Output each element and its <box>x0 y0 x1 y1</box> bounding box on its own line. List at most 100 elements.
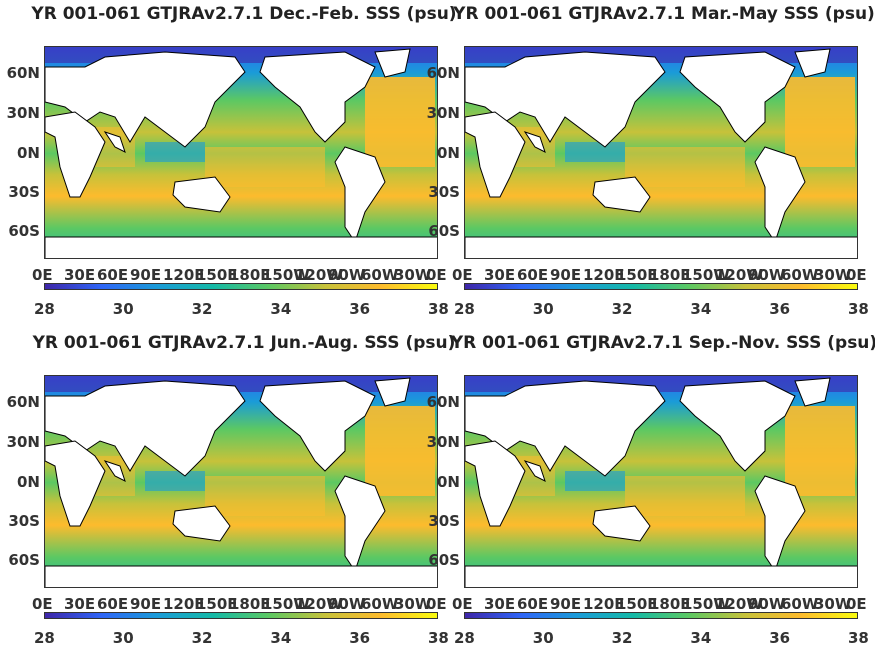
lat-tick-label: 60S <box>8 222 40 240</box>
lon-tick-label: 180E <box>649 266 691 284</box>
lon-tick-label: 60E <box>517 595 549 613</box>
colorbar-tick-label: 28 <box>34 629 55 647</box>
australia <box>592 176 651 213</box>
colorbar-tick-label: 32 <box>611 300 633 318</box>
colorbar-tick-label: 28 <box>454 300 475 318</box>
land <box>45 377 437 587</box>
colorbar-tick-label: 36 <box>769 300 791 318</box>
lon-tick-label: 30W <box>394 266 432 284</box>
colorbar-tick-label: 30 <box>112 629 134 647</box>
indo-pacific-fresh <box>565 471 625 491</box>
lon-tick-label: 90W <box>748 266 786 284</box>
colorbar-tick-label: 28 <box>454 629 475 647</box>
lon-tick-label: 0E <box>846 595 867 613</box>
lon-tick-label: 150E <box>616 266 658 284</box>
pacific-high-salinity <box>205 147 325 187</box>
lon-tick-label: 120W <box>715 595 763 613</box>
lon-tick-label: 90W <box>328 266 366 284</box>
lon-tick-label: 150W <box>262 595 310 613</box>
india <box>523 460 546 482</box>
lon-tick-label: 60W <box>781 595 819 613</box>
lon-tick-label: 90W <box>748 595 786 613</box>
lon-tick-label: 120W <box>295 595 343 613</box>
lon-tick-label: 150E <box>616 595 658 613</box>
antarctica <box>465 565 857 587</box>
lon-tick-label: 150E <box>196 266 238 284</box>
colorbar <box>44 612 438 619</box>
lon-tick-label: 0E <box>32 595 53 613</box>
australia <box>172 176 231 213</box>
lon-tick-label: 60E <box>517 266 549 284</box>
lat-tick-label: 60S <box>428 222 460 240</box>
lon-tick-label: 30W <box>394 595 432 613</box>
atlantic-high-salinity <box>365 406 435 496</box>
lon-tick-label: 30E <box>64 595 96 613</box>
africa <box>45 111 106 198</box>
sss-map-svg <box>465 47 857 258</box>
lat-tick-label: 30S <box>8 183 40 201</box>
north-america <box>259 51 376 143</box>
atlantic-high-salinity <box>785 77 855 167</box>
map-frame <box>44 46 438 259</box>
australia <box>172 505 231 542</box>
lon-tick-label: 180E <box>229 266 271 284</box>
lon-tick-label: 0E <box>846 266 867 284</box>
lon-tick-label: 150W <box>262 266 310 284</box>
lon-tick-label: 60W <box>361 595 399 613</box>
lon-tick-label: 90E <box>130 595 162 613</box>
australia <box>592 505 651 542</box>
lon-tick-label: 120E <box>583 266 625 284</box>
lon-tick-label: 30W <box>814 266 852 284</box>
lat-tick-label: 30N <box>426 104 460 122</box>
colorbar-tick-label: 30 <box>112 300 134 318</box>
lon-tick-label: 150E <box>196 595 238 613</box>
lon-tick-label: 90W <box>328 595 366 613</box>
africa <box>465 440 526 527</box>
lat-tick-label: 30N <box>6 433 40 451</box>
lon-tick-label: 0E <box>452 266 473 284</box>
lon-tick-label: 0E <box>32 266 53 284</box>
greenland <box>374 48 411 78</box>
colorbar-tick-label: 28 <box>34 300 55 318</box>
lat-tick-label: 30S <box>428 183 460 201</box>
greenland <box>374 377 411 407</box>
lon-tick-label: 0E <box>452 595 473 613</box>
panel-title: YR 001-061 GTJRAv2.7.1 Dec.-Feb. SSS (ps… <box>31 4 457 24</box>
colorbar-tick-label: 32 <box>191 300 213 318</box>
lon-tick-label: 120W <box>295 266 343 284</box>
lat-tick-label: 60N <box>6 64 40 82</box>
lon-tick-label: 150W <box>682 266 730 284</box>
colorbar-tick-label: 34 <box>270 629 292 647</box>
colorbar-tick-label: 30 <box>532 300 554 318</box>
colorbar-tick-label: 34 <box>270 300 292 318</box>
lat-tick-label: 60N <box>426 393 460 411</box>
colorbar-tick-label: 32 <box>191 629 213 647</box>
lon-tick-label: 180E <box>649 595 691 613</box>
land <box>45 48 437 258</box>
north-america <box>259 380 376 472</box>
lat-tick-label: 30S <box>428 512 460 530</box>
colorbar <box>464 283 858 290</box>
north-america <box>679 51 796 143</box>
map-frame <box>44 375 438 588</box>
colorbar-tick-label: 38 <box>428 629 449 647</box>
lon-tick-label: 0E <box>426 595 447 613</box>
lon-tick-label: 30E <box>484 595 516 613</box>
land <box>465 48 857 258</box>
sss-map-svg <box>45 47 437 258</box>
north-america <box>679 380 796 472</box>
lon-tick-label: 60W <box>361 266 399 284</box>
panel-title: YR 001-061 GTJRAv2.7.1 Sep.-Nov. SSS (ps… <box>450 333 875 353</box>
lat-tick-label: 30S <box>8 512 40 530</box>
atlantic-high-salinity <box>365 77 435 167</box>
lat-tick-label: 60N <box>426 64 460 82</box>
antarctica <box>45 236 437 258</box>
lon-tick-label: 120W <box>715 266 763 284</box>
lon-tick-label: 180E <box>229 595 271 613</box>
lat-tick-label: 30N <box>426 433 460 451</box>
pacific-high-salinity <box>205 476 325 516</box>
lon-tick-label: 30W <box>814 595 852 613</box>
colorbar <box>464 612 858 619</box>
colorbar-tick-label: 32 <box>611 629 633 647</box>
map-frame <box>464 46 858 259</box>
